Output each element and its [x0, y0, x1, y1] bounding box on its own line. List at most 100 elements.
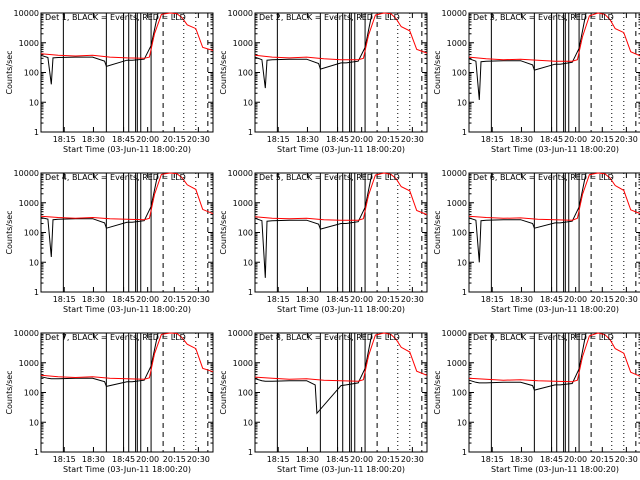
y-tick-label: 1000	[19, 39, 39, 48]
y-tick-label: 10	[29, 418, 39, 427]
detector-panel-9: 1 10 100 1000 10000 18:15 18:30 18:45 20:00 20:15…	[433, 329, 640, 474]
x-tick-label: 20:30	[187, 135, 210, 144]
y-tick-label: 1000	[447, 39, 467, 48]
y-axis-label: Counts/sec	[5, 370, 14, 414]
detector-panel-3: 1 10 100 1000 10000 18:15 18:30 18:45 20:00 20:15…	[433, 9, 640, 154]
x-tick-label: 20:00	[350, 135, 373, 144]
y-tick-label: 10	[29, 98, 39, 107]
y-axis-label: Counts/sec	[5, 210, 14, 254]
x-axis-label: Start Time (03-Jun-11 18:00:20)	[277, 465, 405, 474]
y-tick-label: 100	[24, 389, 39, 398]
x-tick-label: 20:00	[350, 455, 373, 464]
y-tick-label: 100	[452, 389, 467, 398]
x-tick-label: 18:30	[510, 295, 533, 304]
events-series-line	[40, 172, 159, 258]
panel-title: Det 2, BLACK = Events, RED = LLD	[259, 13, 400, 22]
y-tick-label: 1000	[19, 359, 39, 368]
y-tick-label: 10000	[228, 329, 253, 338]
y-tick-label: 1	[34, 448, 39, 457]
x-axis-label: Start Time (03-Jun-11 18:00:20)	[277, 305, 405, 314]
detector-panel-2: 1 10 100 1000 10000 18:15 18:30 18:45 20:00 20:15…	[219, 9, 428, 154]
x-tick-label: 20:15	[377, 295, 400, 304]
detector-panel-1: 1 10 100 1000 10000 18:15 18:30 18:45 20:00 20:15…	[5, 9, 214, 154]
y-tick-label: 100	[238, 229, 253, 238]
x-tick-label: 18:45	[540, 295, 563, 304]
x-tick-label: 20:15	[377, 455, 400, 464]
events-series-line	[254, 12, 373, 89]
lld-series-line	[254, 172, 428, 221]
x-tick-label: 20:30	[615, 455, 638, 464]
panel-title: Det 9, BLACK = Events, RED = LLD	[473, 333, 614, 342]
x-tick-label: 20:15	[377, 135, 400, 144]
x-tick-label: 18:15	[481, 135, 504, 144]
x-tick-label: 18:30	[296, 295, 319, 304]
lld-series-line	[468, 12, 640, 62]
events-series-line	[40, 12, 159, 85]
plot-frame	[254, 172, 428, 293]
x-tick-label: 18:45	[326, 455, 349, 464]
x-axis-label: Start Time (03-Jun-11 18:00:20)	[63, 145, 191, 154]
plot-frame	[468, 172, 640, 293]
y-tick-label: 1000	[233, 359, 253, 368]
plot-frame	[254, 332, 428, 453]
y-tick-label: 10000	[442, 329, 467, 338]
lld-series-line	[40, 172, 214, 221]
events-series-line	[468, 172, 587, 263]
x-tick-label: 18:45	[112, 295, 135, 304]
y-tick-label: 10000	[442, 9, 467, 18]
y-tick-label: 1	[462, 288, 467, 297]
x-tick-label: 18:15	[53, 455, 76, 464]
y-tick-label: 100	[452, 229, 467, 238]
y-axis-label: Counts/sec	[219, 50, 228, 94]
detector-panel-4: 1 10 100 1000 10000 18:15 18:30 18:45 20:00 20:15…	[5, 169, 214, 314]
detector-panel-5: 1 10 100 1000 10000 18:15 18:30 18:45 20:00 20:15…	[219, 169, 428, 314]
x-tick-label: 20:00	[136, 455, 159, 464]
plot-frame	[40, 332, 214, 453]
y-axis-label: Counts/sec	[219, 370, 228, 414]
panel-title: Det 4, BLACK = Events, RED = LLD	[45, 173, 186, 182]
x-tick-label: 20:30	[187, 295, 210, 304]
x-axis-label: Start Time (03-Jun-11 18:00:20)	[491, 305, 619, 314]
x-tick-label: 18:45	[540, 455, 563, 464]
y-tick-label: 1	[34, 128, 39, 137]
plot-frame	[468, 12, 640, 133]
y-tick-label: 1	[248, 448, 253, 457]
x-tick-label: 18:45	[326, 295, 349, 304]
x-tick-label: 18:15	[267, 455, 290, 464]
x-tick-label: 20:15	[163, 135, 186, 144]
plot-frame	[468, 332, 640, 453]
x-tick-label: 20:30	[187, 455, 210, 464]
x-tick-label: 18:30	[82, 295, 105, 304]
y-tick-label: 10	[457, 98, 467, 107]
y-tick-label: 10000	[14, 329, 39, 338]
y-tick-label: 10000	[442, 169, 467, 178]
x-axis-label: Start Time (03-Jun-11 18:00:20)	[63, 465, 191, 474]
x-tick-label: 20:00	[136, 135, 159, 144]
y-axis-label: Counts/sec	[433, 370, 442, 414]
x-tick-label: 18:30	[82, 135, 105, 144]
y-tick-label: 10	[457, 418, 467, 427]
x-tick-label: 20:00	[350, 295, 373, 304]
y-tick-label: 10	[243, 98, 253, 107]
y-tick-label: 1	[248, 128, 253, 137]
y-tick-label: 1	[462, 128, 467, 137]
lld-series-line	[40, 332, 214, 380]
detector-panel-6: 1 10 100 1000 10000 18:15 18:30 18:45 20:00 20:15…	[433, 169, 640, 314]
x-tick-label: 20:15	[591, 455, 614, 464]
detector-panel-8: 1 10 100 1000 10000 18:15 18:30 18:45 20:00 20:15…	[219, 329, 428, 474]
y-axis-label: Counts/sec	[219, 210, 228, 254]
y-axis-label: Counts/sec	[5, 50, 14, 94]
events-series-line	[254, 332, 373, 415]
x-tick-label: 20:15	[163, 295, 186, 304]
panel-title: Det 3, BLACK = Events, RED = LLD	[473, 13, 614, 22]
y-tick-label: 100	[238, 69, 253, 78]
x-tick-label: 20:00	[136, 295, 159, 304]
x-tick-label: 18:15	[267, 135, 290, 144]
x-tick-label: 18:30	[510, 135, 533, 144]
x-axis-label: Start Time (03-Jun-11 18:00:20)	[277, 145, 405, 154]
x-tick-label: 20:00	[564, 295, 587, 304]
x-tick-label: 18:15	[53, 295, 76, 304]
y-tick-label: 1000	[447, 199, 467, 208]
x-tick-label: 18:45	[112, 455, 135, 464]
x-tick-label: 18:30	[510, 455, 533, 464]
